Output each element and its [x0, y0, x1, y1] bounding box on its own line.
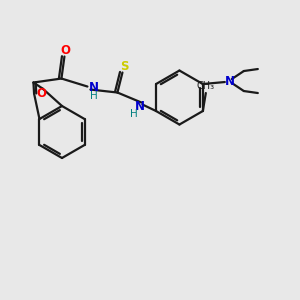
- Text: N: N: [225, 74, 235, 88]
- Text: CH₃: CH₃: [197, 81, 215, 91]
- Text: S: S: [120, 60, 129, 73]
- Text: N: N: [134, 100, 144, 113]
- Text: O: O: [60, 44, 70, 57]
- Text: H: H: [130, 109, 137, 118]
- Text: O: O: [37, 87, 47, 100]
- Text: N: N: [88, 81, 98, 94]
- Text: H: H: [90, 91, 97, 100]
